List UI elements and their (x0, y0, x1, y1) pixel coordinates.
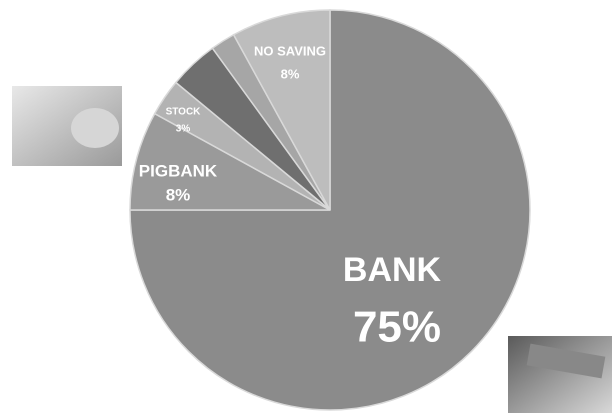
piggy-photo (12, 86, 122, 166)
bank-photo (508, 336, 612, 413)
slice-label: PIGBANK (139, 161, 218, 180)
value-label: 8% (281, 66, 300, 81)
slice-label: STOCK (166, 107, 202, 118)
slice-label: NO SAVING (254, 43, 326, 58)
pie-slice (129, 112, 331, 211)
value-label: 3% (176, 124, 191, 135)
pie-slice (129, 9, 531, 411)
slice-label: BANK (343, 251, 442, 289)
pie-slice (232, 9, 331, 211)
value-label: 8% (166, 185, 191, 204)
value-label: 75% (353, 303, 441, 352)
